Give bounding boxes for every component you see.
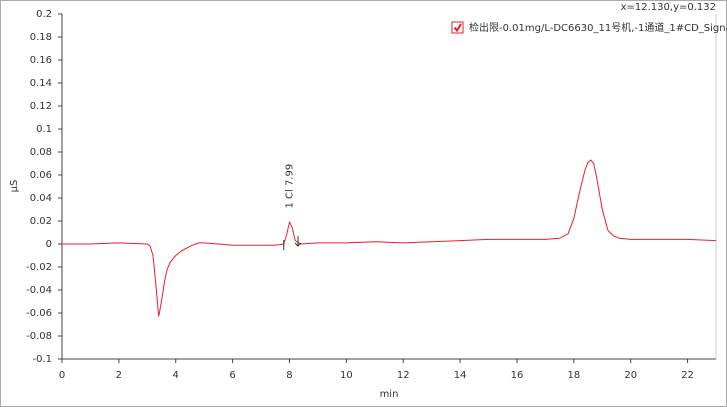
y-tick-label: -0.08 [26, 331, 52, 342]
x-axis-label: min [380, 389, 399, 400]
y-tick-label: 0 [46, 239, 52, 250]
y-tick-label: 0.18 [30, 32, 52, 43]
legend-checkbox[interactable] [451, 21, 464, 34]
y-tick-label: 0.08 [30, 147, 52, 158]
y-tick-label: -0.06 [26, 308, 52, 319]
x-tick-label: 4 [173, 370, 179, 381]
y-tick-label: 0.02 [30, 216, 52, 227]
cursor-readout: x=12.130,y=0.132 [621, 2, 716, 13]
y-tick-label: 0.14 [30, 78, 52, 89]
y-tick-label: 0.04 [30, 193, 52, 204]
y-tick-label: 0.06 [30, 170, 52, 181]
y-tick-label: -0.02 [26, 262, 52, 273]
legend[interactable]: 检出限-0.01mg/L-DC6630_11号机,-1通道_1#CD_Signa… [451, 21, 727, 34]
x-tick-label: 0 [59, 370, 65, 381]
peak-marker [283, 236, 302, 250]
x-tick-label: 2 [116, 370, 122, 381]
x-tick-label: 8 [286, 370, 292, 381]
x-tick-label: 12 [397, 370, 410, 381]
y-axis-label: μS [9, 180, 20, 193]
x-tick-label: 6 [229, 370, 235, 381]
x-tick-label: 20 [624, 370, 637, 381]
y-tick-label: -0.04 [26, 285, 52, 296]
y-tick-label: 0.16 [30, 55, 52, 66]
x-tick-label: 16 [511, 370, 524, 381]
y-tick-label: 0.1 [36, 124, 52, 135]
legend-label[interactable]: 检出限-0.01mg/L-DC6630_11号机,-1通道_1#CD_Signa… [469, 21, 727, 34]
check-mark [453, 23, 462, 33]
x-tick-label: 14 [454, 370, 467, 381]
y-tick-label: -0.1 [32, 354, 52, 365]
peak-label: 1 Cl 7.99 [284, 164, 295, 209]
y-tick-label: 0.2 [36, 9, 52, 20]
x-tick-label: 18 [567, 370, 580, 381]
y-tick-label: 0.12 [30, 101, 52, 112]
x-tick-label: 10 [340, 370, 353, 381]
x-tick-label: 22 [681, 370, 694, 381]
